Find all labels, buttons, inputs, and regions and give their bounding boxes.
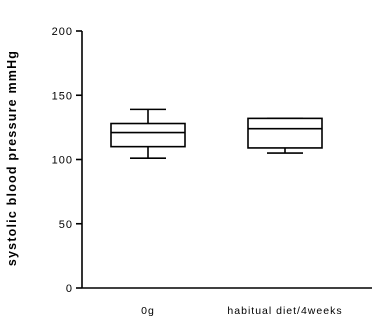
x-category-label: 0g [141,305,155,317]
box-iqr [110,122,186,148]
y-tick-label: 100 [52,155,73,167]
y-tick-label: 150 [52,90,73,102]
box-group [110,108,186,160]
box-iqr [247,117,323,149]
y-tick-label: 0 [66,283,73,295]
x-category-label: habitual diet/4weeks [227,305,342,317]
y-axis-ticks: 0 50 100 150 200 [52,26,82,295]
box-group [247,117,323,154]
x-axis-labels: 0g habitual diet/4weeks [141,305,342,317]
y-axis-title: systolic blood pressure mmHg [5,50,19,266]
y-tick-label: 200 [52,26,73,38]
y-tick-label: 50 [59,219,73,231]
axes [81,31,372,289]
boxes [110,108,323,160]
